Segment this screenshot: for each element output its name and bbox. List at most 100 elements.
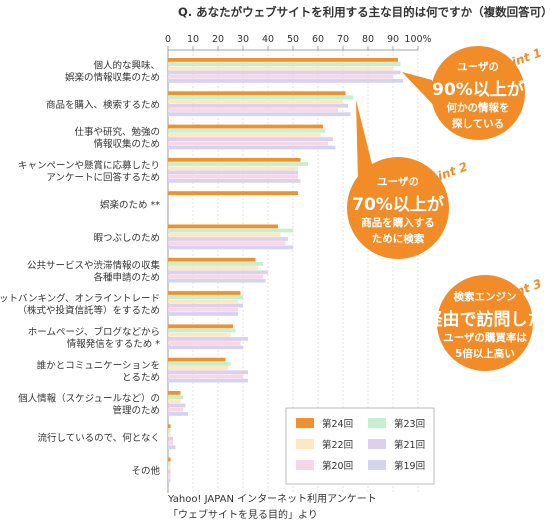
callout-line: 70%以上が bbox=[352, 194, 444, 215]
bar bbox=[168, 403, 186, 408]
bar bbox=[168, 237, 288, 241]
question-title: Q. あなたがウェブサイトを利用する主な目的は何ですか（複数回答可） bbox=[178, 5, 550, 19]
bar bbox=[168, 470, 171, 474]
bar bbox=[168, 66, 393, 71]
bar bbox=[168, 291, 241, 295]
x-tick-label: 80 bbox=[362, 34, 374, 45]
legend-label: 第23回 bbox=[394, 418, 425, 430]
bar bbox=[168, 128, 326, 133]
callout-line: ユーザの購買率は bbox=[443, 331, 527, 344]
bar bbox=[168, 391, 181, 395]
legend-label: 第22回 bbox=[322, 439, 353, 451]
category-label: ネットバンキング、オンライントレード bbox=[0, 293, 160, 305]
category-label: キャンペーンや懸賞に応募したり bbox=[18, 160, 160, 172]
callout-pointer bbox=[356, 100, 374, 180]
legend-swatch bbox=[296, 460, 314, 470]
x-tick-label: 10 bbox=[187, 34, 199, 45]
category-label: その他 bbox=[131, 465, 160, 477]
legend-swatch bbox=[368, 439, 386, 449]
x-tick-label: 90 bbox=[387, 34, 399, 45]
bar bbox=[168, 357, 226, 362]
bar bbox=[168, 341, 241, 345]
callout-circle bbox=[437, 275, 533, 371]
category-label: 商品を購入、検索するため bbox=[46, 99, 160, 111]
bar bbox=[168, 299, 238, 304]
bar bbox=[168, 91, 346, 96]
category-label: アンケートに回答するため bbox=[46, 172, 160, 184]
bar bbox=[168, 245, 293, 250]
category-label: ホームページ、ブログなどから bbox=[28, 326, 160, 338]
x-tick-label: 20 bbox=[212, 34, 224, 45]
x-tick-label: 30 bbox=[237, 34, 249, 45]
bar bbox=[168, 174, 298, 179]
bar bbox=[168, 307, 238, 312]
legend-swatch bbox=[368, 418, 386, 428]
bar bbox=[168, 328, 236, 333]
bar bbox=[168, 145, 336, 150]
callout-line: 90%以上が bbox=[432, 79, 524, 100]
legend-label: 第21回 bbox=[394, 439, 425, 451]
bar bbox=[168, 58, 398, 62]
bar bbox=[168, 162, 308, 166]
bar bbox=[168, 133, 321, 137]
legend-label: 第19回 bbox=[394, 460, 425, 472]
bar bbox=[168, 436, 173, 441]
bar bbox=[168, 266, 258, 270]
bar bbox=[168, 295, 243, 300]
bar bbox=[168, 224, 278, 229]
bar bbox=[168, 112, 351, 117]
category-label: 個人情報（スケジュールなど）の bbox=[18, 393, 160, 405]
callout-line: 経由で訪問した bbox=[426, 309, 545, 330]
bar bbox=[168, 99, 343, 104]
x-tick-label: 0 bbox=[165, 34, 171, 45]
source-line-1: Yahoo! JAPAN インターネット利用アンケート bbox=[167, 493, 377, 505]
bar bbox=[168, 424, 171, 429]
x-tick-label: 70 bbox=[337, 34, 349, 45]
bar bbox=[168, 124, 323, 129]
callout-pointer bbox=[402, 72, 440, 112]
callout-circle bbox=[347, 157, 449, 259]
bar bbox=[168, 274, 263, 279]
callout-line: ユーザの bbox=[377, 176, 419, 188]
category-label: 情報発信をするため * bbox=[67, 338, 161, 350]
bar bbox=[168, 445, 176, 450]
bar bbox=[168, 466, 171, 470]
source-line-2: 「ウェブサイトを見る目的」より bbox=[168, 508, 318, 521]
legend-swatch bbox=[296, 439, 314, 449]
bar bbox=[168, 478, 171, 483]
callout-line: 何かの情報を bbox=[447, 101, 510, 114]
category-label: とるため bbox=[122, 372, 160, 383]
category-label: 管理のため bbox=[112, 405, 160, 417]
bar bbox=[168, 74, 393, 79]
category-label: 仕事や研究、勉強の bbox=[74, 126, 160, 138]
category-label: 情報収集のため bbox=[93, 138, 160, 150]
callout-line: 検索エンジン bbox=[454, 290, 517, 303]
bar bbox=[168, 270, 268, 275]
legend-label: 第20回 bbox=[322, 460, 353, 472]
bar bbox=[168, 137, 333, 141]
bar bbox=[168, 79, 403, 83]
bar bbox=[168, 170, 298, 175]
bar bbox=[168, 141, 328, 146]
bar bbox=[168, 103, 348, 108]
bar bbox=[168, 228, 293, 233]
bar bbox=[168, 332, 231, 337]
bar bbox=[168, 232, 281, 237]
category-label: 流行しているので、何となく bbox=[37, 432, 160, 444]
bar bbox=[168, 441, 173, 445]
bar bbox=[168, 166, 298, 171]
bar bbox=[168, 324, 233, 329]
bar bbox=[168, 395, 183, 399]
category-label: 公共サービスや渋滞情報の収集 bbox=[27, 259, 161, 271]
legend-label: 第24回 bbox=[322, 418, 353, 430]
bar bbox=[168, 474, 171, 479]
bar bbox=[168, 262, 263, 266]
bar bbox=[168, 108, 338, 112]
callout-line: ために検索 bbox=[372, 232, 425, 245]
legend-swatch bbox=[368, 460, 386, 470]
callout-point-label: Point 2 bbox=[420, 159, 470, 189]
bar bbox=[168, 191, 298, 195]
x-tick-label: 100% bbox=[404, 34, 431, 45]
bar bbox=[168, 345, 243, 350]
